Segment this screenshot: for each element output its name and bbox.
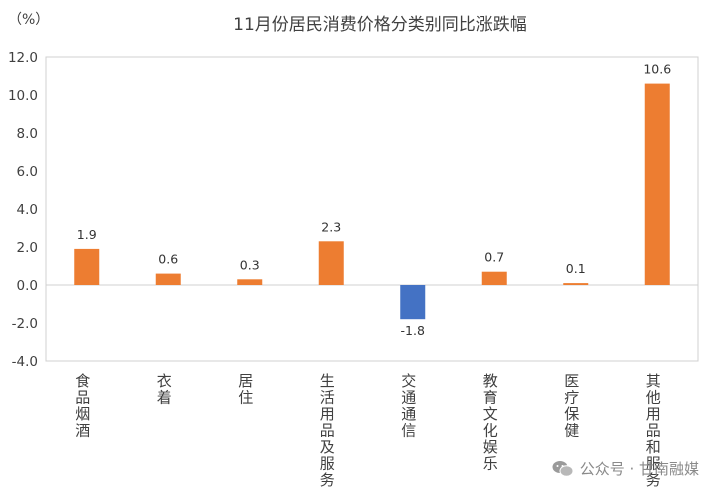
data-label: 1.9 [77, 227, 97, 242]
bar [237, 279, 263, 285]
bar [74, 248, 100, 285]
x-category-label: 交通通信 [401, 372, 416, 440]
x-category-label: 居住 [238, 372, 253, 407]
y-tick-label: 2.0 [17, 240, 38, 256]
x-category-label: 医疗保健 [564, 372, 579, 440]
watermark: 公众号 · 甘南融媒 [552, 458, 699, 479]
y-tick-label: 8.0 [17, 126, 38, 142]
data-label: 0.7 [484, 250, 504, 265]
x-category-label: 生活用品及服务 [320, 372, 335, 489]
bar [155, 273, 181, 285]
data-label: 10.6 [643, 62, 671, 77]
chart-title: 11月份居民消费价格分类别同比涨跌幅 [233, 15, 527, 35]
y-tick-label: -4.0 [12, 354, 38, 370]
bar [481, 271, 507, 285]
y-tick-label: 10.0 [8, 88, 38, 104]
data-label: 0.1 [566, 261, 586, 276]
watermark-text: 公众号 · 甘南融媒 [579, 460, 699, 478]
x-category-label: 衣着 [157, 372, 172, 407]
x-category-label: 教育文化娱乐 [483, 372, 498, 473]
bar [318, 241, 344, 285]
wechat-icon [552, 460, 574, 478]
x-category-label: 其他用品和服务 [646, 372, 661, 489]
unit-label: （%） [8, 12, 49, 28]
bar [563, 283, 589, 285]
plot-frame [45, 56, 699, 362]
y-tick-label: -2.0 [12, 316, 38, 332]
x-category-label: 食品烟酒 [75, 372, 90, 440]
bar [644, 83, 670, 285]
bar [400, 285, 426, 320]
y-tick-label: 12.0 [8, 50, 38, 66]
data-label: 0.3 [240, 257, 260, 272]
y-tick-label: 0.0 [17, 278, 38, 294]
y-tick-label: 4.0 [17, 202, 38, 218]
y-tick-label: 6.0 [17, 164, 38, 180]
data-label: 2.3 [321, 219, 341, 234]
data-label: -1.8 [401, 323, 425, 338]
data-label: 0.6 [158, 252, 178, 267]
